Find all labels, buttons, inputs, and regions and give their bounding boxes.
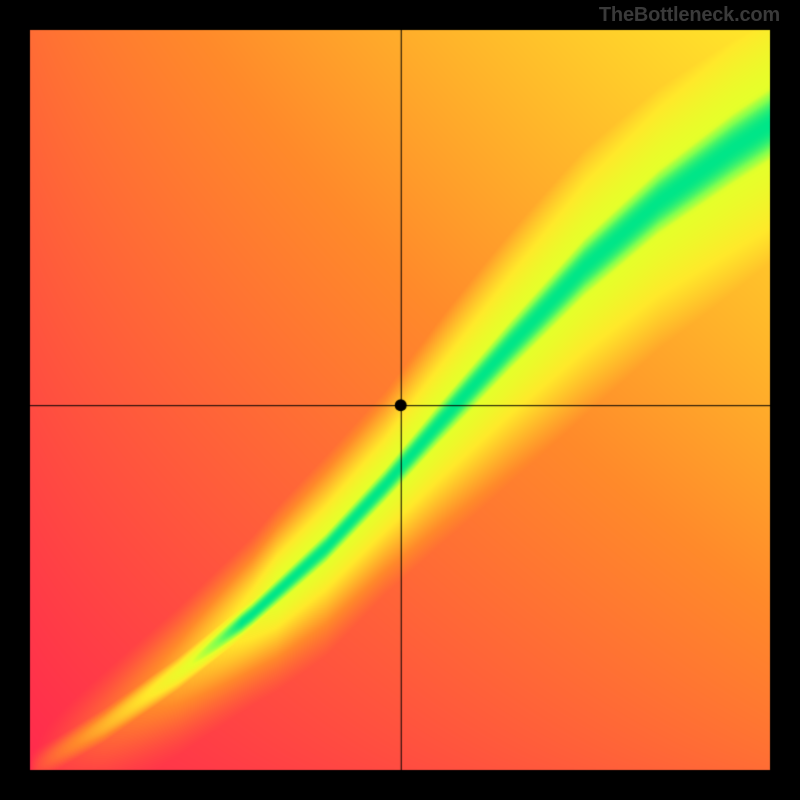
chart-container: TheBottleneck.com (0, 0, 800, 800)
watermark-label: TheBottleneck.com (599, 4, 780, 27)
bottleneck-heatmap-canvas (0, 0, 800, 800)
